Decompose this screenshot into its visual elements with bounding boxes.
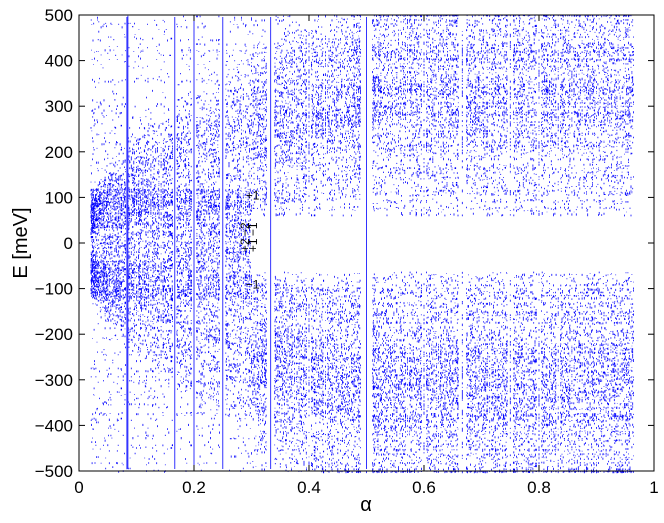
y-tick-label: 300	[45, 97, 73, 116]
chern-number-label: +2	[238, 238, 252, 252]
y-tick-label: 200	[45, 143, 73, 162]
y-tick-label: −500	[35, 462, 73, 481]
x-axis-label: α	[360, 494, 372, 516]
chern-number-label: −1	[246, 222, 260, 236]
x-tick-label: 0.4	[297, 478, 321, 497]
chern-number-label: −1	[246, 278, 260, 292]
y-tick-label: 500	[45, 6, 73, 25]
x-tick-label: 0.6	[412, 478, 436, 497]
y-tick-label: −400	[35, 416, 73, 435]
y-tick-label: −200	[35, 325, 73, 344]
y-tick-label: 400	[45, 52, 73, 71]
y-axis: −500 −400 −300 −200 −100 0 100 200 300 400 500	[35, 6, 654, 481]
chern-annotations: +1+1+2−1−2−1	[238, 189, 260, 292]
x-axis: 0 0.2 0.4 0.6 0.8 1	[74, 15, 659, 497]
y-tick-label: −100	[35, 280, 73, 299]
x-tick-label: 0.2	[182, 478, 206, 497]
spectrum-points	[90, 15, 634, 474]
x-tick-label: 1	[649, 478, 658, 497]
chern-number-label: +1	[246, 238, 260, 252]
y-axis-label: E [meV]	[10, 207, 32, 278]
y-tick-label: 100	[45, 188, 73, 207]
chern-number-label: −2	[238, 222, 252, 236]
y-tick-label: −300	[35, 371, 73, 390]
spectrum-dots	[90, 15, 634, 474]
chern-number-label: +1	[246, 189, 260, 203]
x-tick-label: 0	[74, 478, 83, 497]
y-tick-label: 0	[64, 234, 73, 253]
x-tick-label: 0.8	[527, 478, 551, 497]
